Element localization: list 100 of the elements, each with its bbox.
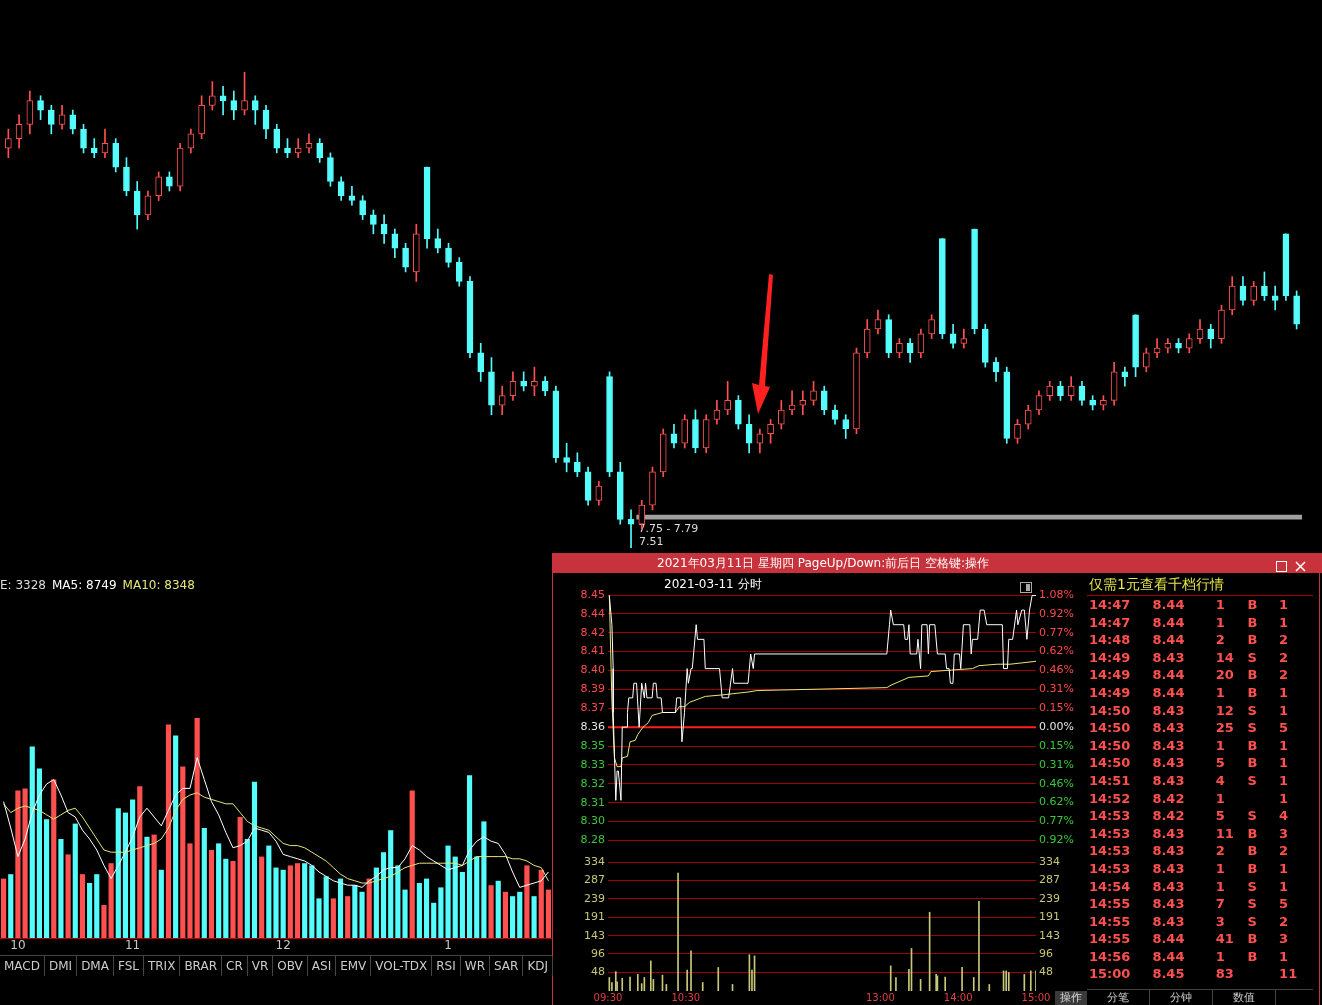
y-tick-label: 239 xyxy=(584,891,605,905)
x-tick-label: 1 xyxy=(444,938,452,953)
bar xyxy=(352,885,358,938)
y-tick-label: 8.36 xyxy=(580,720,605,733)
x-tick-label: 15:00 xyxy=(1021,991,1051,1003)
bar xyxy=(502,891,508,938)
bar xyxy=(445,845,451,938)
text: 14:55 8.43 3 S 2 xyxy=(1088,912,1290,931)
bar xyxy=(294,863,301,938)
bar xyxy=(287,865,293,938)
text: MA10: 8348 xyxy=(122,578,195,592)
text: 14:53 8.43 11 B 3 xyxy=(1088,824,1290,843)
text: 14:51 8.43 4 S 1 xyxy=(1088,771,1290,790)
bar xyxy=(438,887,444,938)
y2-tick-label: 0.92% xyxy=(1039,832,1074,846)
y2-tick-label: 96 xyxy=(1039,946,1053,960)
bar xyxy=(194,718,200,938)
y-tick-label: 287 xyxy=(584,873,605,887)
text: MA5: 8749 xyxy=(51,578,117,592)
bar xyxy=(309,865,315,938)
text: ASI xyxy=(307,956,337,976)
text: BRAR xyxy=(180,956,223,976)
y-tick-label: 8.40 xyxy=(580,663,605,677)
bar xyxy=(481,821,487,938)
y-tick-label: 8.42 xyxy=(580,625,605,639)
bar xyxy=(524,865,530,938)
bar xyxy=(495,880,501,938)
bar xyxy=(266,845,272,938)
text: 操作 xyxy=(1055,991,1087,1005)
bar xyxy=(395,865,401,938)
bar xyxy=(1,878,7,938)
bar xyxy=(79,874,86,938)
bar xyxy=(201,828,207,938)
y2-tick-label: 0.77% xyxy=(1039,625,1074,639)
bar xyxy=(230,861,236,938)
bar xyxy=(151,834,157,938)
text: 14:50 8.43 5 B 1 xyxy=(1088,754,1290,772)
bar xyxy=(208,850,215,938)
bar xyxy=(273,867,279,938)
bar xyxy=(87,883,93,938)
y-tick-label: 334 xyxy=(584,854,605,868)
text: OBV xyxy=(273,956,308,976)
text: CR xyxy=(222,956,248,976)
bar xyxy=(251,781,258,938)
x-tick-label: 13:00 xyxy=(865,991,895,1003)
bar xyxy=(36,768,43,938)
bar xyxy=(144,836,150,938)
bar xyxy=(244,839,250,938)
bar xyxy=(165,724,172,938)
bar xyxy=(474,856,480,938)
text: 14:53 8.43 2 B 2 xyxy=(1088,842,1290,860)
text: 14:53 8.43 1 B 1 xyxy=(1088,859,1290,878)
bar xyxy=(337,878,344,938)
y-tick-label: 8.32 xyxy=(580,776,605,790)
y2-tick-label: 143 xyxy=(1039,928,1060,942)
bar xyxy=(359,891,365,938)
x-tick-label: 12 xyxy=(275,938,291,953)
y2-tick-label: 0.77% xyxy=(1039,814,1074,828)
text: 14:53 8.42 5 S 4 xyxy=(1088,807,1290,825)
text: 14:47 8.44 1 B 1 xyxy=(1088,596,1290,614)
y2-tick-label: 0.00% xyxy=(1039,719,1074,733)
bar xyxy=(65,854,71,938)
y2-tick-label: 334 xyxy=(1039,854,1060,868)
text: E: 3328 xyxy=(0,578,46,592)
text: 14:55 8.43 7 S 5 xyxy=(1088,895,1290,913)
y-tick-label: 8.30 xyxy=(580,814,605,828)
y2-tick-label: 0.62% xyxy=(1039,644,1074,658)
bar xyxy=(330,898,336,938)
text: DMI xyxy=(44,956,78,976)
bar xyxy=(416,883,422,938)
y2-tick-label: 287 xyxy=(1039,873,1060,887)
bar xyxy=(72,823,78,938)
bar xyxy=(51,779,57,938)
x-tick-label: 10 xyxy=(10,938,26,953)
y-tick-label: 8.33 xyxy=(580,757,605,771)
bar xyxy=(402,889,408,938)
y-tick-label: 191 xyxy=(584,910,605,924)
bar xyxy=(323,876,329,938)
y2-tick-label: 0.15% xyxy=(1039,701,1074,715)
text: DMA xyxy=(77,956,114,976)
text: 14:55 8.44 41 B 3 xyxy=(1088,930,1290,948)
bar xyxy=(488,885,494,938)
bar xyxy=(423,878,430,938)
bar xyxy=(545,889,551,938)
text: 14:50 8.43 1 B 1 xyxy=(1088,736,1290,755)
y2-tick-label: 1.08% xyxy=(1039,587,1074,601)
bar xyxy=(130,799,136,938)
bar xyxy=(187,843,193,938)
bar xyxy=(380,852,387,938)
bar xyxy=(409,790,415,938)
bar xyxy=(517,891,523,938)
text: 14:50 8.43 12 S 1 xyxy=(1088,701,1290,720)
bar xyxy=(158,869,164,938)
candlestick xyxy=(294,138,302,159)
bar xyxy=(15,790,21,938)
text: SAR xyxy=(489,956,524,976)
bar xyxy=(431,902,437,938)
x-tick-label: 14:00 xyxy=(943,991,973,1003)
y-tick-label: 8.41 xyxy=(580,644,605,658)
bar xyxy=(452,856,458,938)
